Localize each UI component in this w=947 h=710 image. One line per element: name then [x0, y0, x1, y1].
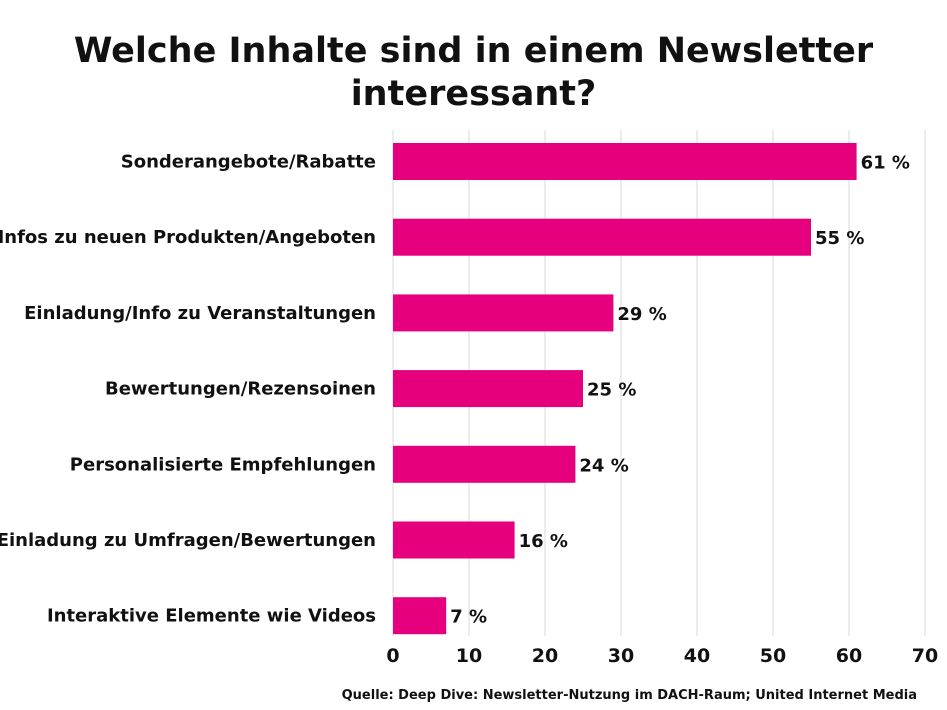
- source-note: Quelle: Deep Dive: Newsletter-Nutzung im…: [341, 688, 917, 703]
- bar-personalisierte-empfehlungen: [393, 445, 576, 483]
- category-label-einladung-info-zu-veranstaltungen: Einladung/Info zu Veranstaltungen: [24, 303, 376, 324]
- bar-bewertungen-rezensoinen: [393, 370, 583, 408]
- value-labels: 61 % 55 % 29 % 25 % 24 % 16 % 7 %: [450, 153, 910, 628]
- value-label-personalisierte-empfehlungen: 24 %: [579, 455, 628, 476]
- value-label-einladung-zu-umfragen-bewertungen: 16 %: [519, 531, 568, 552]
- bar-einladung-info-zu-veranstaltungen: [393, 294, 614, 332]
- bar-chart: Sonderangebote/Rabatte Infos zu neuen Pro…: [0, 130, 938, 667]
- category-label-infos-zu-neuen-produkten-angeboten: Infos zu neuen Produkten/Angeboten: [0, 227, 376, 248]
- bar-sonderangebote-rabatte: [393, 143, 857, 180]
- x-tick-label-30: 30: [608, 645, 634, 667]
- x-tick-label-70: 70: [912, 645, 938, 667]
- category-label-einladung-zu-umfragen-bewertungen: Einladung zu Umfragen/Bewertungen: [0, 530, 376, 551]
- value-label-interaktive-elemente-wie-videos: 7 %: [450, 607, 487, 628]
- category-label-sonderangebote-rabatte: Sonderangebote/Rabatte: [121, 152, 376, 173]
- category-label-personalisierte-empfehlungen: Personalisierte Empfehlungen: [70, 454, 376, 475]
- category-labels: Sonderangebote/Rabatte Infos zu neuen Pro…: [0, 152, 376, 627]
- chart-title-line-1: Welche Inhalte sind in einem Newsletter: [73, 31, 874, 71]
- x-tick-label-10: 10: [456, 645, 482, 667]
- x-tick-label-60: 60: [836, 645, 862, 667]
- bars: [393, 143, 857, 635]
- value-label-sonderangebote-rabatte: 61 %: [861, 153, 910, 174]
- x-tick-label-40: 40: [684, 645, 710, 667]
- category-label-interaktive-elemente-wie-videos: Interaktive Elemente wie Videos: [47, 606, 376, 627]
- chart-title: Welche Inhalte sind in einem Newsletter …: [0, 30, 947, 116]
- value-label-einladung-info-zu-veranstaltungen: 29 %: [617, 304, 666, 325]
- value-label-infos-zu-neuen-produkten-angeboten: 55 %: [815, 228, 864, 249]
- x-axis-tick-labels: 0 10 20 30 40 50 60 70: [386, 645, 938, 667]
- x-tick-label-20: 20: [532, 645, 558, 667]
- x-tick-label-50: 50: [760, 645, 786, 667]
- bar-infos-zu-neuen-produkten-angeboten: [393, 218, 811, 256]
- x-tick-label-0: 0: [386, 645, 399, 667]
- bar-einladung-zu-umfragen-bewertungen: [393, 521, 515, 559]
- chart-title-line-2: interessant?: [350, 74, 597, 114]
- bar-interaktive-elemente-wie-videos: [393, 597, 447, 635]
- value-label-bewertungen-rezensoinen: 25 %: [587, 380, 636, 401]
- category-label-bewertungen-rezensoinen: Bewertungen/Rezensoinen: [105, 379, 376, 400]
